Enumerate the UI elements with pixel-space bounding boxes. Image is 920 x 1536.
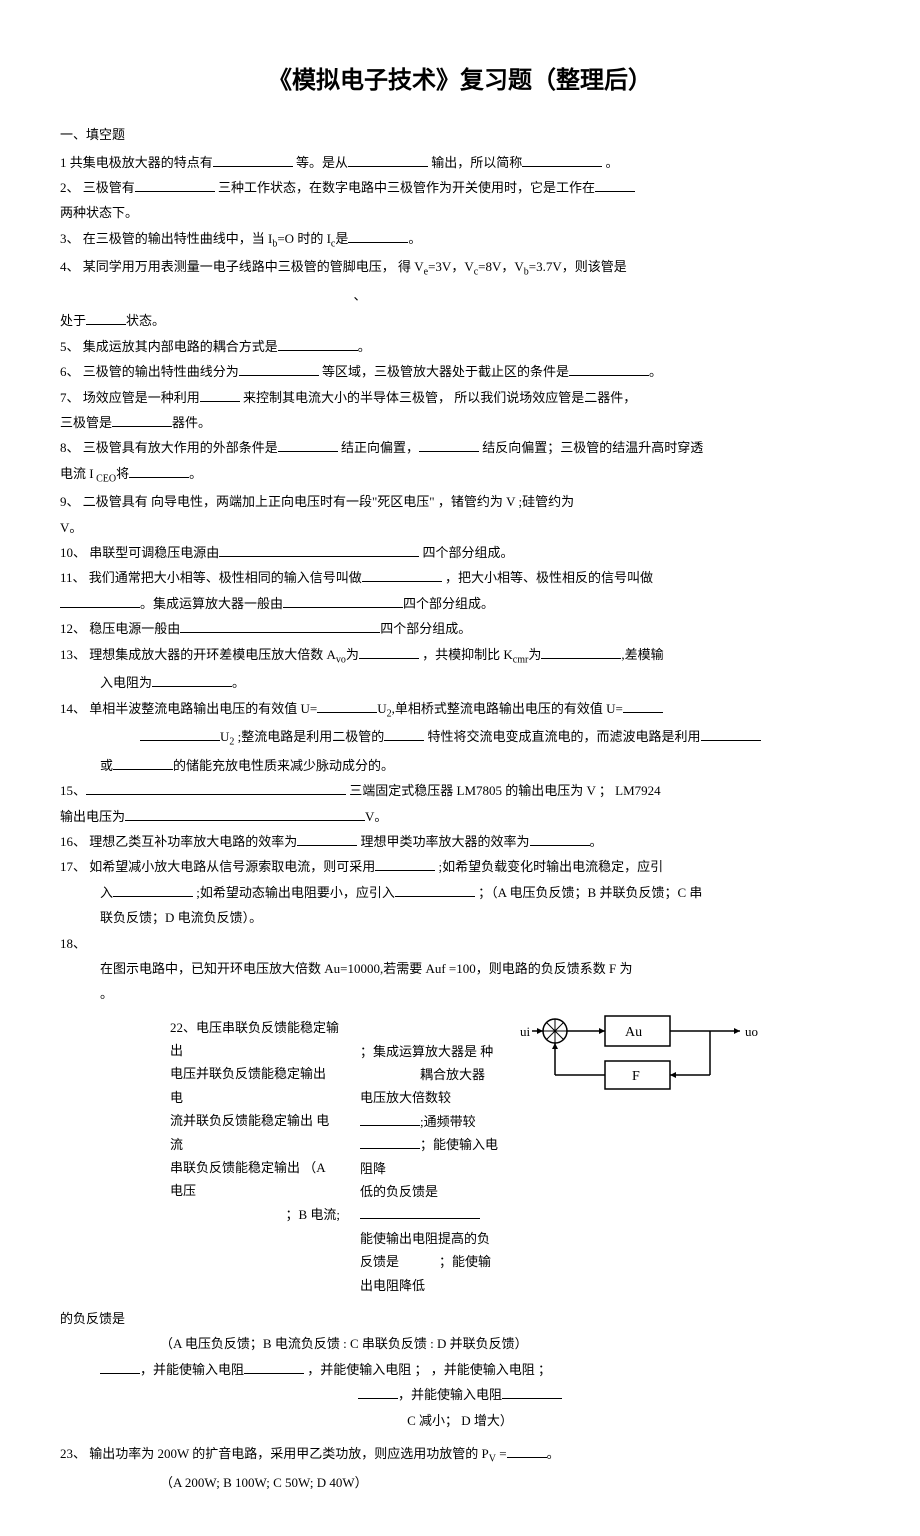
q2: 2、 三极管有 三种工作状态，在数字电路中三极管作为开关使用时，它是工作在 — [60, 176, 860, 199]
svg-text:Au: Au — [625, 1025, 642, 1040]
q1: 1 共集电极放大器的特点有 等。是从 输出，所以简称 。 — [60, 151, 860, 174]
q18: 18、 — [60, 932, 860, 955]
q13b: 入电阻为。 — [60, 671, 860, 694]
q9: 9、 二极管具有 向导电性，两端加上正向电压时有一段"死区电压" ，锗管约为 V… — [60, 490, 860, 513]
q3: 3、 在三极管的输出特性曲线中，当 Ib=O 时的 Ic是。 — [60, 227, 860, 254]
svg-text:F: F — [632, 1069, 640, 1084]
q11b: 。集成运算放大器一般由四个部分组成。 — [60, 592, 860, 615]
q22-line1: ，并能使输入电阻 ，并能使输入电阻 ； ，并能使输入电阻 ； — [60, 1358, 860, 1381]
q14: 14、 单相半波整流电路输出电压的有效值 U=U2,单相桥式整流电路输出电压的有… — [60, 697, 860, 724]
q9b: V。 — [60, 516, 860, 539]
q4b: 处于状态。 — [60, 309, 860, 332]
svg-text:ui: ui — [520, 1024, 531, 1039]
q16: 16、 理想乙类互补功率放大电路的效率为 理想甲类功率放大器的效率为。 — [60, 830, 860, 853]
q7: 7、 场效应管是一种利用 来控制其电流大小的半导体三极管， 所以我们说场效应管是… — [60, 386, 860, 409]
q15b: 输出电压为V。 — [60, 805, 860, 828]
q22-opts: （A 电压负反馈；B 电流负反馈 : C 串联负反馈 : D 并联负反馈） — [60, 1332, 860, 1355]
q4: 4、 某同学用万用表测量一电子线路中三极管的管脚电压， 得 Ve=3V，Vc=8… — [60, 255, 860, 282]
section-header: 一、填空题 — [60, 123, 860, 146]
feedback-diagram: ui Au uo F — [500, 1006, 780, 1106]
q11: 11、 我们通常把大小相等、极性相同的输入信号叫做 ，把大小相等、极性相反的信号… — [60, 566, 860, 589]
q10: 10、 串联型可调稳压电源由 四个部分组成。 — [60, 541, 860, 564]
page-title: 《模拟电子技术》复习题（整理后） — [60, 60, 860, 103]
svg-text:uo: uo — [745, 1024, 758, 1039]
q15: 15、 三端固定式稳压器 LM7805 的输出电压为 V ； LM7924 — [60, 779, 860, 802]
q18c: 。 — [60, 982, 860, 1005]
q5: 5、 集成运放其内部电路的耦合方式是。 — [60, 335, 860, 358]
q8: 8、 三极管具有放大作用的外部条件是 结正向偏置， 结反向偏置；三极管的结温升高… — [60, 436, 860, 459]
q14b: U2 ;整流电路是利用二极管的 特性将交流电变成直流电的，而滤波电路是利用 — [60, 725, 860, 752]
q22-left: 22、电压串联负反馈能稳定输出 电压并联负反馈能稳定输出 电 流并联负反馈能稳定… — [60, 1016, 340, 1227]
q22-line2: ，并能使输入电阻 — [60, 1383, 860, 1406]
q8b: 电流 I CEO将。 — [60, 462, 860, 489]
q2c: 两种状态下。 — [60, 201, 860, 224]
q12: 12、 稳压电源一般由四个部分组成。 — [60, 617, 860, 640]
q23: 23、 输出功率为 200W 的扩音电路，采用甲乙类功放，则应选用功放管的 PV… — [60, 1442, 860, 1469]
q7b: 三极管是器件。 — [60, 411, 860, 434]
q22-line3: C 减小； D 增大） — [60, 1409, 860, 1432]
q17b: 入 ;如希望动态输出电阻要小，应引入 ；（A 电压负反馈；B 并联负反馈；C 串 — [60, 881, 860, 904]
q22-right: ；集成运算放大器是 种耦合放大器 电压放大倍数较;通频带较；能使输入电阻降 低的… — [360, 1016, 500, 1297]
q22-bottom: 的负反馈是 — [60, 1307, 860, 1330]
q17c: 联负反馈；D 电流负反馈）。 — [60, 906, 860, 929]
q14c: 或的储能充放电性质来减少脉动成分的。 — [60, 754, 860, 777]
q13: 13、 理想集成放大器的开环差模电压放大倍数 Avo为 ，共模抑制比 Kcmr为… — [60, 643, 860, 670]
q6: 6、 三极管的输出特性曲线分为 等区域，三极管放大器处于截止区的条件是。 — [60, 360, 860, 383]
q17: 17、 如希望减小放大电路从信号源索取电流，则可采用 ;如希望负载变化时输出电流… — [60, 855, 860, 878]
q23-opts: （A 200W; B 100W; C 50W; D 40W） — [60, 1471, 860, 1494]
q18b: 在图示电路中，已知开环电压放大倍数 Au=10000,若需要 Auf =100，… — [60, 957, 860, 980]
q4mid: 、 — [60, 284, 860, 307]
